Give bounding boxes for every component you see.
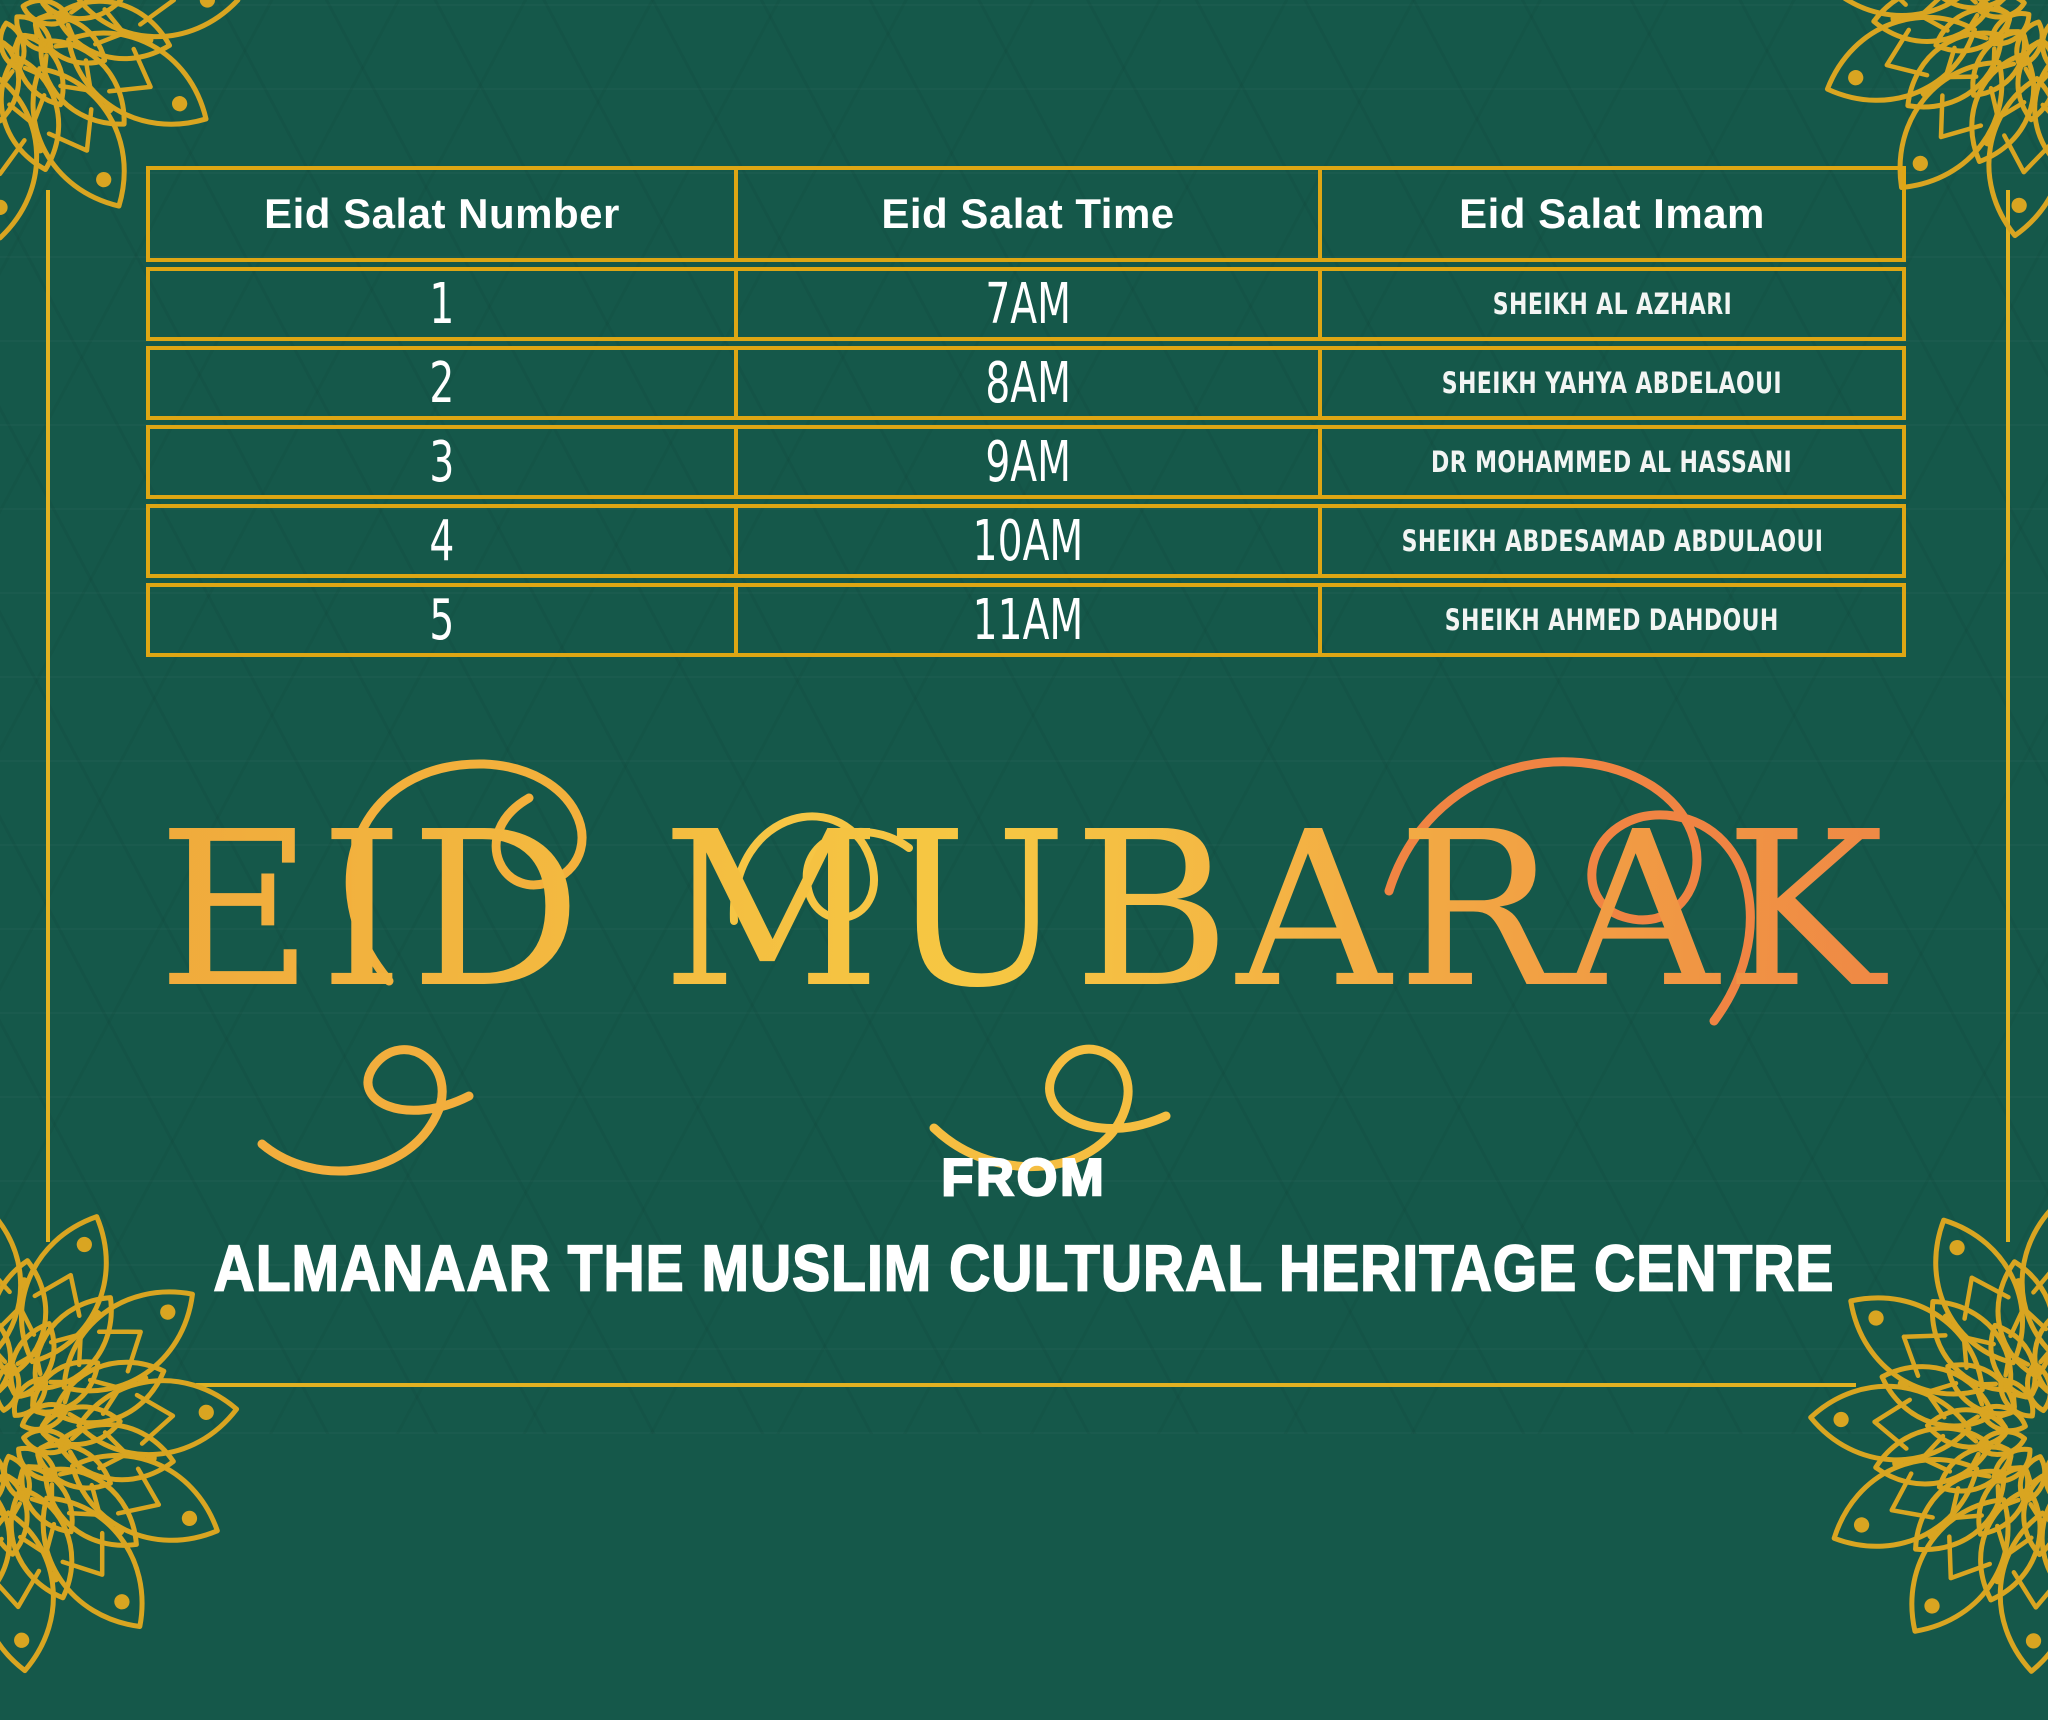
salat-time-cell: 10AM <box>734 508 1318 574</box>
salat-time: 7AM <box>985 271 1071 337</box>
salat-number: 2 <box>429 350 455 416</box>
salat-imam-cell: SHEIKH ABDESAMAD ABDULAOUI <box>1318 508 1902 574</box>
salat-time: 10AM <box>972 508 1084 574</box>
table-row: 2 8AM SHEIKH YAHYA ABDELAOUI <box>146 346 1906 420</box>
frame-line-bottom <box>196 1383 1856 1387</box>
table-row: 1 7AM SHEIKH AL AZHARI <box>146 267 1906 341</box>
salat-imam-cell: SHEIKH YAHYA ABDELAOUI <box>1318 350 1902 416</box>
column-header-number: Eid Salat Number <box>150 170 734 258</box>
salat-imam: DR MOHAMMED AL HASSANI <box>1431 445 1793 479</box>
organization-name: ALMANAAR THE MUSLIM CULTURAL HERITAGE CE… <box>213 1232 1835 1307</box>
column-header-label: Eid Salat Imam <box>1459 190 1765 237</box>
salat-imam-cell: SHEIKH AHMED DAHDOUH <box>1318 587 1902 653</box>
salat-imam: SHEIKH ABDESAMAD ABDULAOUI <box>1401 524 1823 558</box>
calligraphic-flourish-icon <box>257 757 1755 1176</box>
from-label: FROM <box>940 1148 1107 1209</box>
salat-number-cell: 3 <box>150 429 734 495</box>
salat-number-cell: 1 <box>150 271 734 337</box>
salat-imam: SHEIKH AL AZHARI <box>1492 287 1732 321</box>
salat-imam: SHEIKH YAHYA ABDELAOUI <box>1441 366 1783 400</box>
eid-mubarak-title-block: EID MUBARAK <box>0 676 2048 1196</box>
column-header-label: Eid Salat Number <box>264 190 620 237</box>
salat-time-cell: 8AM <box>734 350 1318 416</box>
eid-mubarak-title: EID MUBARAK <box>0 804 2048 1018</box>
table-row: 5 11AM SHEIKH AHMED DAHDOUH <box>146 583 1906 657</box>
salat-time-cell: 7AM <box>734 271 1318 337</box>
salat-number-cell: 5 <box>150 587 734 653</box>
column-header-time: Eid Salat Time <box>734 170 1318 258</box>
salat-time: 9AM <box>985 429 1071 495</box>
salat-number: 4 <box>429 508 455 574</box>
salat-imam-cell: SHEIKH AL AZHARI <box>1318 271 1902 337</box>
salat-time-cell: 9AM <box>734 429 1318 495</box>
salat-number: 3 <box>429 429 455 495</box>
salat-imam: SHEIKH AHMED DAHDOUH <box>1444 603 1779 637</box>
frame-line-right <box>2006 190 2010 1242</box>
eid-salat-table: Eid Salat Number Eid Salat Time Eid Sala… <box>146 166 1906 662</box>
salat-time-cell: 11AM <box>734 587 1318 653</box>
salat-number-cell: 4 <box>150 508 734 574</box>
column-header-label: Eid Salat Time <box>881 190 1175 237</box>
frame-line-left <box>46 190 50 1242</box>
salat-time: 11AM <box>972 587 1084 653</box>
column-header-imam: Eid Salat Imam <box>1318 170 1902 258</box>
salat-number: 1 <box>429 271 455 337</box>
table-row: 4 10AM SHEIKH ABDESAMAD ABDULAOUI <box>146 504 1906 578</box>
background-pattern <box>0 0 2048 1434</box>
table-header-row: Eid Salat Number Eid Salat Time Eid Sala… <box>146 166 1906 262</box>
salat-time: 8AM <box>985 350 1071 416</box>
salat-number: 5 <box>429 587 455 653</box>
table-row: 3 9AM DR MOHAMMED AL HASSANI <box>146 425 1906 499</box>
salat-number-cell: 2 <box>150 350 734 416</box>
salat-imam-cell: DR MOHAMMED AL HASSANI <box>1318 429 1902 495</box>
